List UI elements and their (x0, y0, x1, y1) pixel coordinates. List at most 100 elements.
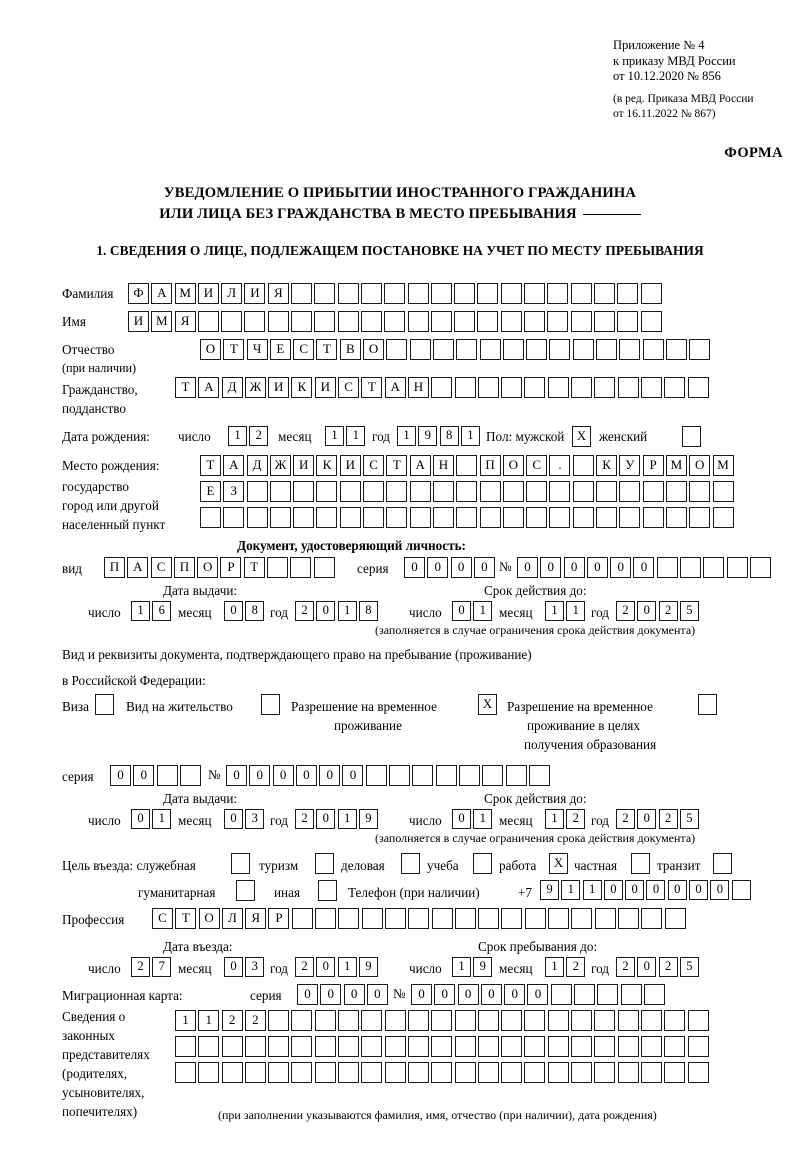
form-cell[interactable]: Т (175, 377, 196, 398)
form-cell[interactable] (412, 765, 434, 786)
form-cell[interactable]: 0 (342, 765, 364, 786)
form-cell[interactable]: И (314, 377, 336, 398)
form-cell[interactable] (640, 377, 662, 398)
form-cell[interactable] (698, 694, 717, 715)
form-cell[interactable] (524, 283, 546, 304)
form-cell[interactable] (477, 311, 499, 332)
form-cell[interactable]: 1 (545, 957, 564, 977)
form-cell[interactable]: 2 (658, 957, 678, 977)
form-cell[interactable] (502, 481, 524, 502)
form-cell[interactable]: И (339, 455, 361, 476)
form-cell[interactable]: Т (200, 455, 221, 476)
form-cell[interactable]: Ж (244, 377, 266, 398)
form-cell[interactable]: 2 (249, 426, 269, 446)
form-cell[interactable]: 3 (245, 957, 265, 977)
form-cell[interactable]: 1 (337, 809, 357, 829)
form-cell[interactable] (687, 377, 709, 398)
form-cell[interactable] (619, 481, 641, 502)
form-cell[interactable] (361, 908, 383, 929)
form-cell[interactable]: Д (221, 377, 243, 398)
form-cell[interactable]: 8 (358, 601, 378, 621)
form-cell[interactable] (435, 765, 457, 786)
form-cell[interactable] (713, 853, 732, 874)
form-cell[interactable] (236, 880, 255, 901)
form-cell[interactable]: А (198, 377, 220, 398)
form-cell[interactable] (505, 765, 527, 786)
form-cell[interactable]: О (198, 908, 220, 929)
form-cell[interactable] (571, 1062, 593, 1083)
form-cell[interactable] (665, 507, 687, 528)
form-cell[interactable]: 1 (460, 426, 480, 446)
form-cell[interactable]: М (174, 283, 196, 304)
form-cell[interactable]: 1 (228, 426, 247, 446)
form-cell[interactable] (291, 311, 313, 332)
form-cell[interactable]: 0 (637, 809, 657, 829)
form-cell[interactable]: Х (572, 426, 591, 447)
form-cell[interactable]: 0 (504, 984, 526, 1005)
form-cell[interactable] (291, 1010, 313, 1031)
form-cell[interactable]: 0 (319, 765, 341, 786)
form-cell[interactable]: И (244, 283, 266, 304)
form-cell[interactable] (549, 481, 571, 502)
form-cell[interactable] (314, 1010, 336, 1031)
form-cell[interactable]: 1 (452, 957, 471, 977)
residence-permit-checkbox[interactable] (261, 694, 280, 715)
form-cell[interactable] (689, 507, 711, 528)
form-cell[interactable] (431, 1010, 453, 1031)
form-cell[interactable] (640, 1010, 662, 1031)
form-cell[interactable]: 1 (473, 809, 493, 829)
form-cell[interactable] (479, 507, 501, 528)
form-cell[interactable] (456, 507, 478, 528)
purpose-work-checkbox[interactable]: Х (549, 853, 568, 874)
form-cell[interactable] (363, 481, 385, 502)
form-cell[interactable] (502, 339, 524, 360)
form-cell[interactable] (502, 507, 524, 528)
form-cell[interactable] (291, 283, 313, 304)
form-cell[interactable]: О (197, 557, 219, 578)
form-cell[interactable] (431, 1036, 453, 1057)
form-cell[interactable]: И (128, 311, 149, 332)
form-cell[interactable] (547, 1010, 569, 1031)
form-cell[interactable] (401, 853, 420, 874)
form-cell[interactable] (269, 481, 291, 502)
form-cell[interactable] (363, 507, 385, 528)
form-cell[interactable] (501, 1010, 523, 1031)
form-cell[interactable] (361, 1036, 383, 1057)
form-cell[interactable] (524, 1062, 546, 1083)
form-cell[interactable]: Т (316, 339, 338, 360)
form-cell[interactable] (572, 507, 594, 528)
form-cell[interactable] (197, 311, 219, 332)
form-cell[interactable] (246, 507, 268, 528)
form-cell[interactable] (456, 455, 478, 476)
form-cell[interactable] (407, 311, 429, 332)
form-cell[interactable] (313, 557, 335, 578)
form-cell[interactable] (712, 507, 734, 528)
form-cell[interactable]: 1 (131, 601, 150, 621)
temp-residence-edu-checkbox[interactable] (698, 694, 717, 715)
form-cell[interactable]: 0 (366, 984, 388, 1005)
legal-rep-row-3-cells[interactable] (175, 1062, 709, 1083)
form-cell[interactable] (571, 1036, 593, 1057)
form-cell[interactable] (526, 507, 548, 528)
form-cell[interactable] (430, 283, 452, 304)
form-cell[interactable] (407, 283, 429, 304)
form-cell[interactable] (361, 1062, 383, 1083)
form-cell[interactable]: 2 (295, 601, 314, 621)
form-cell[interactable]: 1 (545, 601, 564, 621)
form-cell[interactable]: 8 (439, 426, 459, 446)
form-cell[interactable]: 0 (133, 765, 155, 786)
form-cell[interactable]: 0 (316, 601, 336, 621)
form-cell[interactable]: 2 (658, 601, 678, 621)
form-cell[interactable] (572, 481, 594, 502)
form-cell[interactable] (432, 481, 454, 502)
form-cell[interactable] (384, 908, 406, 929)
form-cell[interactable] (384, 1010, 406, 1031)
form-cell[interactable]: 0 (603, 880, 623, 900)
